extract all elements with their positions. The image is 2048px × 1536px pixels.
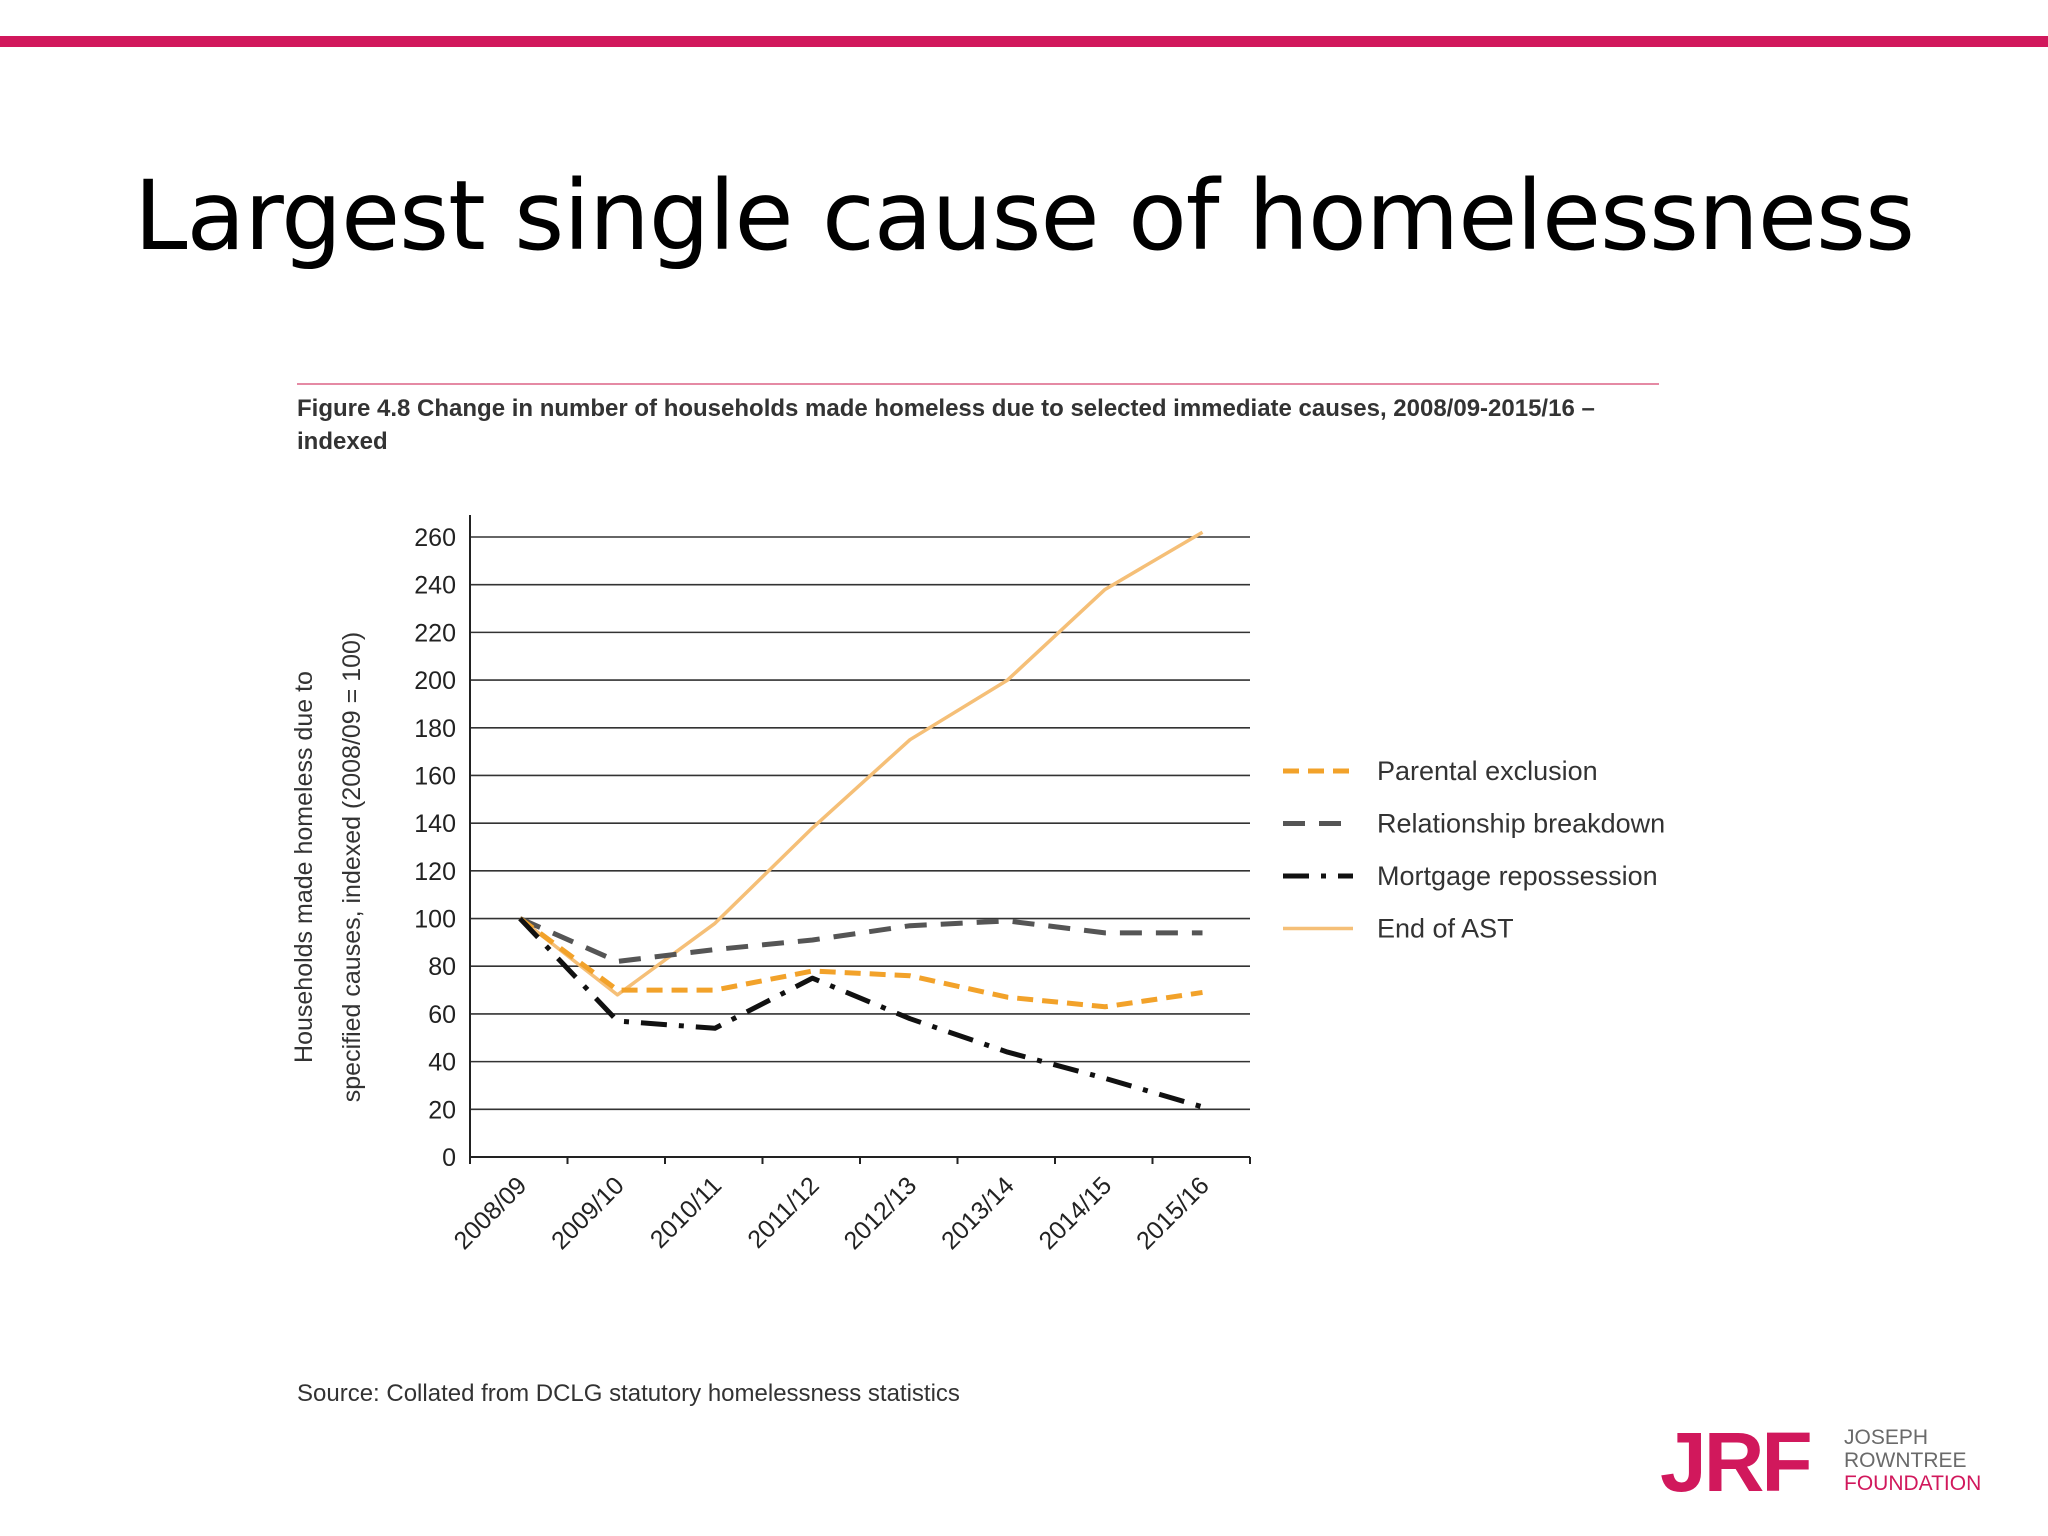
y-tick-label: 40 <box>428 1049 456 1077</box>
logo-word: JOSEPH <box>1844 1426 1929 1449</box>
x-tick-label: 2010/11 <box>645 1171 727 1253</box>
source-note: Source: Collated from DCLG statutory hom… <box>297 1380 960 1407</box>
legend-label: End of AST <box>1377 914 1514 944</box>
jrf-logo: JRF JOSEPH ROWNTREE FOUNDATION <box>1660 1415 2000 1509</box>
y-tick-label: 180 <box>414 715 456 743</box>
legend-label: Relationship breakdown <box>1377 809 1665 839</box>
y-tick-label: 260 <box>414 524 456 552</box>
y-tick-label: 60 <box>428 1001 456 1029</box>
x-tick-label: 2015/16 <box>1131 1171 1215 1255</box>
top-accent-bar <box>0 36 2048 47</box>
y-tick-label: 120 <box>414 858 456 886</box>
x-tick-label: 2011/12 <box>742 1171 824 1253</box>
logo-wordmark: JOSEPH ROWNTREE FOUNDATION <box>1844 1426 1981 1495</box>
figure-rule <box>297 383 1659 385</box>
y-tick-label: 0 <box>442 1144 456 1172</box>
legend-label: Parental exclusion <box>1377 756 1598 786</box>
y-tick-label: 200 <box>414 667 456 695</box>
logo-word: ROWNTREE <box>1844 1449 1967 1472</box>
y-tick-label: 240 <box>414 572 456 600</box>
x-tick-label: 2013/14 <box>936 1171 1020 1255</box>
x-tick-label: 2012/13 <box>839 1171 923 1255</box>
chart-title: Figure 4.8 Change in number of household… <box>297 395 1595 455</box>
logo-word: FOUNDATION <box>1844 1472 1982 1495</box>
y-axis-title: specified causes, indexed (2008/09 = 100… <box>338 632 366 1102</box>
y-tick-label: 20 <box>428 1096 456 1124</box>
legend-label: Mortgage repossession <box>1377 861 1658 891</box>
x-tick-label: 2014/15 <box>1034 1171 1118 1255</box>
y-tick-label: 100 <box>414 906 456 934</box>
y-tick-label: 80 <box>428 953 456 981</box>
logo-mark: JRF <box>1660 1415 1813 1509</box>
x-tick-label: 2009/10 <box>546 1171 630 1255</box>
y-tick-label: 160 <box>414 762 456 790</box>
series-line-mortgage-repossession <box>518 916 1204 1110</box>
y-tick-label: 140 <box>414 810 456 838</box>
y-tick-label: 220 <box>414 619 456 647</box>
slide-title: Largest single cause of homelessness <box>134 160 1915 272</box>
series-line-relationship-breakdown <box>518 916 1203 964</box>
x-tick-label: 2008/09 <box>449 1171 533 1255</box>
y-axis-title: Households made homeless due to <box>290 671 318 1063</box>
series-line-parental-exclusion <box>518 916 1203 1010</box>
series-line-end-of-ast <box>518 530 1204 997</box>
